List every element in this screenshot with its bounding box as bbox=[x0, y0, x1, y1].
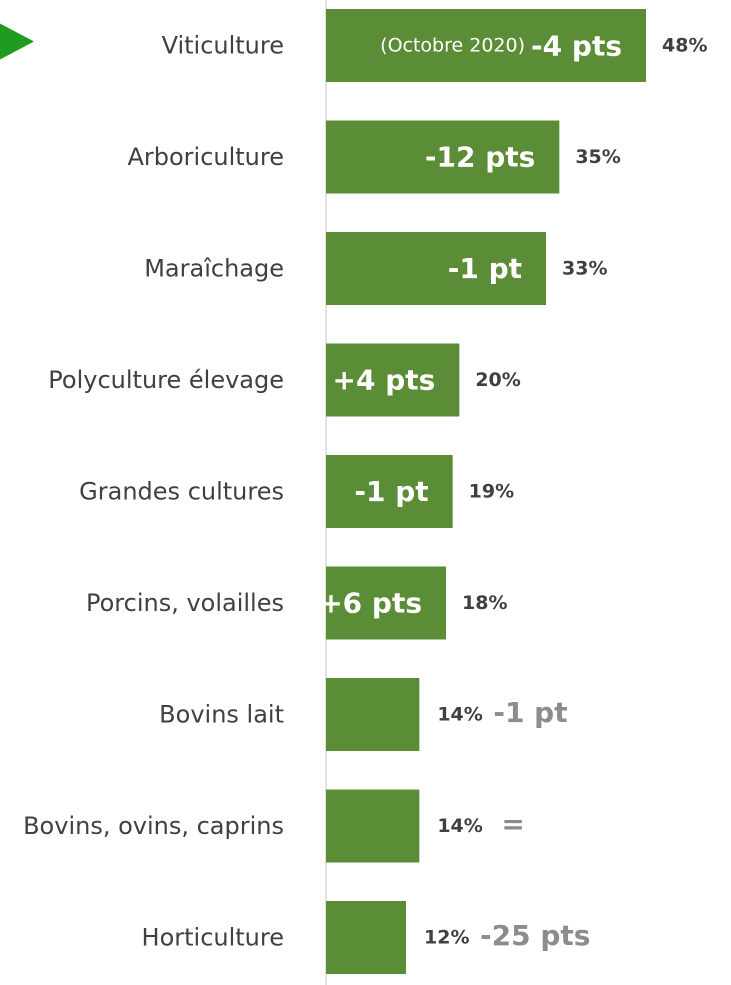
value-label: 18% bbox=[462, 592, 507, 614]
value-label: 35% bbox=[575, 146, 620, 168]
change-label: +4 pts bbox=[333, 364, 436, 397]
value-label: 19% bbox=[469, 481, 514, 503]
change-note: (Octobre 2020) bbox=[380, 35, 531, 57]
category-label: Arboriculture bbox=[127, 143, 284, 171]
change-label: -1 pt bbox=[354, 475, 428, 508]
change-label: -1 pt bbox=[448, 252, 522, 285]
category-label: Grandes cultures bbox=[79, 478, 284, 506]
change-label: = bbox=[501, 808, 524, 841]
change-label: -12 pts bbox=[425, 141, 535, 174]
bar bbox=[326, 901, 407, 974]
bar-row: Grandes cultures 19% -1 pt bbox=[79, 455, 514, 528]
category-label: Horticulture bbox=[142, 924, 284, 952]
value-label: 48% bbox=[662, 35, 707, 57]
change-label: -25 pts bbox=[480, 919, 590, 952]
value-label: 14% bbox=[437, 704, 482, 726]
bar bbox=[326, 120, 560, 194]
bar-row: Arboriculture 35% -12 pts bbox=[127, 120, 621, 194]
bar bbox=[326, 789, 420, 863]
bar-row: Viticulture 48% (Octobre 2020) -4 pts bbox=[162, 9, 707, 82]
change-label: (Octobre 2020) -4 pts bbox=[380, 29, 622, 62]
value-label: 12% bbox=[424, 927, 469, 949]
bar-row: Horticulture 12% -25 pts bbox=[142, 901, 590, 974]
bar-row: Bovins lait 14% -1 pt bbox=[159, 678, 568, 751]
change-value: -4 pts bbox=[531, 29, 622, 62]
bar bbox=[326, 566, 447, 640]
category-label: Maraîchage bbox=[144, 255, 284, 283]
value-label: 14% bbox=[437, 815, 482, 837]
category-label: Viticulture bbox=[162, 32, 284, 60]
highlight-arrow-icon bbox=[0, 23, 34, 60]
bar-row: Maraîchage 33% -1 pt bbox=[144, 232, 607, 305]
bar-row: Bovins, ovins, caprins 14% = bbox=[23, 789, 525, 863]
bar bbox=[326, 678, 420, 751]
chart-rows: Viticulture 48% (Octobre 2020) -4 pts Arbor… bbox=[23, 9, 707, 974]
category-label: Bovins lait bbox=[159, 701, 284, 729]
bar bbox=[326, 232, 547, 305]
bar bbox=[326, 455, 453, 528]
bar bbox=[326, 9, 647, 82]
change-label: -1 pt bbox=[493, 696, 567, 729]
bar-row: Porcins, volailles 18% +6 pts bbox=[86, 566, 507, 640]
value-label: 33% bbox=[562, 258, 607, 280]
change-label: +6 pts bbox=[319, 587, 422, 620]
category-label: Bovins, ovins, caprins bbox=[23, 812, 284, 840]
category-label: Polyculture élevage bbox=[48, 366, 284, 394]
category-label: Porcins, volailles bbox=[86, 589, 284, 617]
bar bbox=[326, 343, 460, 417]
value-label: 20% bbox=[475, 369, 520, 391]
bar-row: Polyculture élevage 20% +4 pts bbox=[48, 343, 521, 417]
